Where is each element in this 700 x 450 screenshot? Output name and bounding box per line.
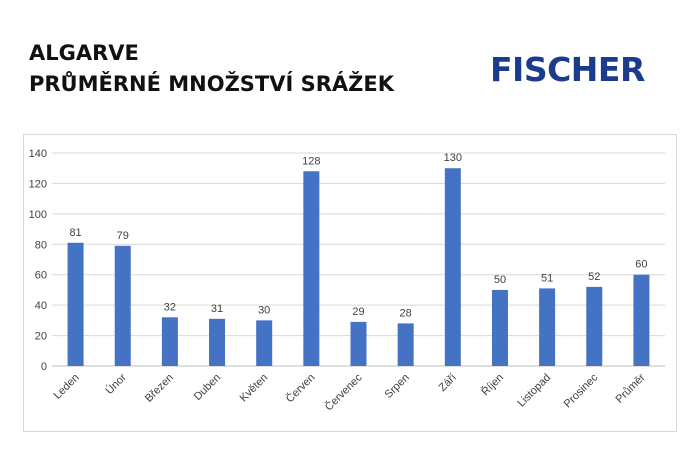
x-tick-label: Květen [238,372,271,405]
bar [256,320,273,366]
data-label: 130 [444,152,462,164]
chart-title: ALGARVE PRŮMĚRNÉ MNOŽSTVÍ SRÁŽEK [29,38,394,100]
y-tick-label: 60 [35,270,47,282]
gridlines [52,152,665,367]
y-tick-label: 80 [35,239,47,251]
y-tick-label: 100 [29,209,47,221]
bar [161,317,178,366]
x-axis-ticks: Leden Únor Březen Duben Květen Červen Červenec… [52,371,648,414]
x-tick-label: Duben [192,372,223,403]
y-tick-label: 40 [35,300,47,312]
bar [491,289,508,366]
data-label: 60 [635,259,647,271]
data-label: 31 [211,303,223,315]
data-label: 28 [400,307,412,319]
bar [303,171,320,366]
x-tick-label: Březen [143,372,176,405]
y-tick-label: 20 [35,331,47,343]
bars [67,168,650,366]
x-tick-label: Prosinec [562,371,601,410]
bar [539,288,556,366]
data-label: 32 [164,301,176,313]
chart-frame [23,134,677,432]
data-label: 29 [352,306,364,318]
brand-logo: FISCHER [490,50,645,89]
y-tick-label: 120 [29,178,47,190]
data-label: 30 [258,304,270,316]
x-tick-label: Červenec [322,371,365,414]
bar [209,318,226,366]
title-line-2: PRŮMĚRNÉ MNOŽSTVÍ SRÁŽEK [29,72,395,96]
bar [586,286,603,366]
data-label: 81 [69,227,81,239]
data-label: 79 [117,230,129,242]
bar [633,274,650,366]
data-label: 51 [541,272,553,284]
x-tick-label: Srpen [383,372,412,401]
y-axis-ticks: 0 20 40 60 80 100 120 140 [29,148,47,373]
data-label: 50 [494,274,506,286]
x-tick-label: Leden [52,372,82,402]
y-tick-label: 140 [29,148,47,160]
bar [350,321,367,366]
bar [114,245,131,366]
bar [67,242,84,366]
data-label: 128 [302,155,320,167]
x-tick-label: Září [437,372,459,394]
y-tick-label: 0 [41,361,47,373]
x-tick-label: Červen [283,371,317,405]
x-tick-label: Průměr [614,371,648,405]
data-label: 52 [588,271,600,283]
bar [444,168,461,366]
x-tick-label: Říjen [479,371,506,398]
x-tick-label: Listopad [515,372,553,410]
x-tick-label: Únor [103,371,129,397]
data-labels: 81 79 32 31 30 128 29 28 130 50 51 52 60 [69,152,647,319]
bar [397,323,414,366]
title-line-1: ALGARVE [29,41,139,65]
